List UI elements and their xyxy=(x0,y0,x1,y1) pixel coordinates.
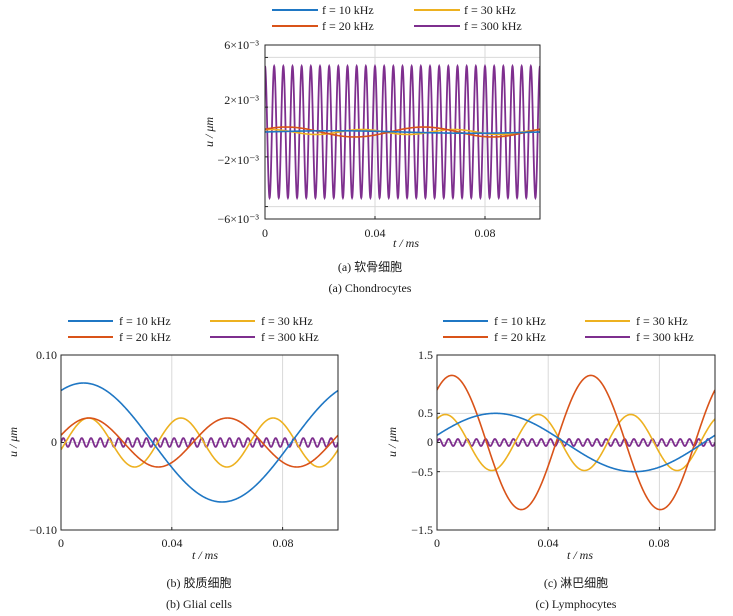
plot-a-frame xyxy=(264,44,541,220)
legend-a-label-f10: f = 10 kHz xyxy=(322,3,374,17)
ytick-c-4: −1.5 xyxy=(411,523,433,537)
panel-a: f = 10 kHz f = 30 kHz f = 20 kHz f = 300… xyxy=(202,3,541,295)
xtick-a-2: 0.08 xyxy=(475,226,496,240)
xtick-b-0: 0 xyxy=(58,536,64,550)
plot-c-series-20khz xyxy=(437,374,715,511)
legend-b-label-f20: f = 20 kHz xyxy=(119,330,171,344)
ytick-b-2: −0.10 xyxy=(29,523,57,537)
ylabel-c: u / μm xyxy=(385,427,399,457)
plot-b xyxy=(60,354,339,531)
legend-c-label-f300: f = 300 kHz xyxy=(636,330,694,344)
plot-b-series-10khz xyxy=(61,382,338,503)
legend-c: f = 10 kHz f = 30 kHz f = 20 kHz f = 300… xyxy=(443,314,694,344)
ytick-a-0: 6×10⁻³ xyxy=(224,38,259,52)
xtick-a-1: 0.04 xyxy=(365,226,386,240)
plot-c-frame xyxy=(436,354,716,531)
ytick-b-0: 0.10 xyxy=(36,348,57,362)
plot-c-series-10khz xyxy=(437,412,715,473)
xtick-c-1: 0.04 xyxy=(538,536,559,550)
caption-b-cn: (b) 胶质细胞 xyxy=(167,575,232,590)
ytick-a-2: −2×10⁻³ xyxy=(218,153,260,167)
caption-a-cn: (a) 软骨细胞 xyxy=(338,260,402,274)
xtick-a-0: 0 xyxy=(262,226,268,240)
legend-a-label-f20: f = 20 kHz xyxy=(322,19,374,33)
plot-c-series-30khz xyxy=(437,413,715,472)
plot-a-series-300khz xyxy=(265,63,540,201)
plot-a-series-20khz xyxy=(265,126,540,138)
plot-c xyxy=(436,354,716,531)
caption-a-en: (a) Chondrocytes xyxy=(329,281,412,295)
plot-b-series-20khz xyxy=(61,417,338,468)
caption-c-en: (c) Lymphocytes xyxy=(536,597,617,611)
xlabel-a: t / ms xyxy=(393,236,419,250)
ytick-b-1: 0 xyxy=(51,435,57,449)
xlabel-c: t / ms xyxy=(567,548,593,562)
xtick-c-0: 0 xyxy=(434,536,440,550)
ytick-a-1: 2×10⁻³ xyxy=(224,93,259,107)
plot-c-series-300khz xyxy=(437,438,715,447)
legend-a-label-f300: f = 300 kHz xyxy=(464,19,522,33)
legend-c-label-f20: f = 20 kHz xyxy=(494,330,546,344)
xlabel-b: t / ms xyxy=(192,548,218,562)
legend-a: f = 10 kHz f = 30 kHz f = 20 kHz f = 300… xyxy=(272,3,522,33)
ylabel-b: u / μm xyxy=(6,427,20,457)
ytick-c-3: −0.5 xyxy=(411,465,433,479)
plot-b-frame xyxy=(60,354,339,531)
legend-b-label-f300: f = 300 kHz xyxy=(261,330,319,344)
caption-b-en: (b) Glial cells xyxy=(166,597,232,611)
xtick-c-2: 0.08 xyxy=(649,536,670,550)
legend-b-label-f10: f = 10 kHz xyxy=(119,314,171,328)
legend-a-label-f30: f = 30 kHz xyxy=(464,3,516,17)
legend-c-label-f10: f = 10 kHz xyxy=(494,314,546,328)
plot-a xyxy=(264,44,541,220)
plot-a-series-10khz xyxy=(265,129,540,135)
ytick-c-1: 0.5 xyxy=(418,406,433,420)
legend-c-label-f30: f = 30 kHz xyxy=(636,314,688,328)
panel-b: f = 10 kHz f = 30 kHz f = 20 kHz f = 300… xyxy=(6,314,339,611)
xtick-b-1: 0.04 xyxy=(162,536,183,550)
panel-c: f = 10 kHz f = 30 kHz f = 20 kHz f = 300… xyxy=(385,314,716,611)
xtick-b-2: 0.08 xyxy=(273,536,294,550)
plot-a-series-30khz xyxy=(265,128,540,136)
ytick-a-3: −6×10⁻³ xyxy=(218,212,260,226)
legend-b: f = 10 kHz f = 30 kHz f = 20 kHz f = 300… xyxy=(68,314,319,344)
ylabel-a: u / μm xyxy=(202,117,216,147)
caption-c-cn: (c) 淋巴细胞 xyxy=(544,576,608,590)
ytick-c-0: 1.5 xyxy=(418,348,433,362)
legend-b-label-f30: f = 30 kHz xyxy=(261,314,313,328)
ytick-c-2: 0 xyxy=(427,435,433,449)
